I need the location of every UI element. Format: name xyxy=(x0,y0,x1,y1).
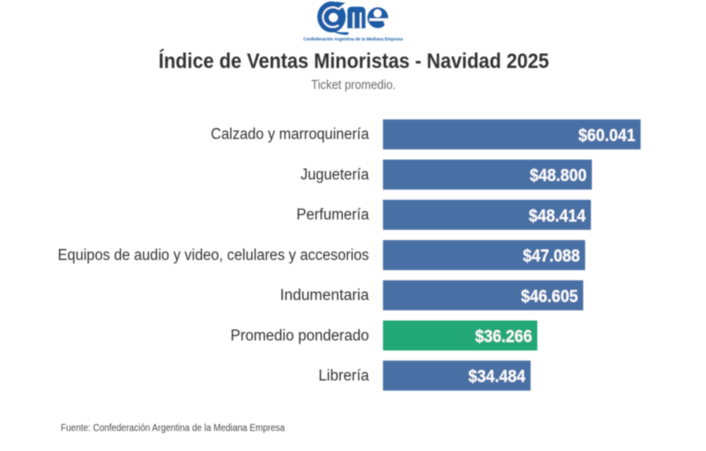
svg-text:Juguetería: Juguetería xyxy=(301,166,370,183)
svg-text:$60.041: $60.041 xyxy=(578,125,635,145)
svg-text:Perfumería: Perfumería xyxy=(297,207,370,224)
svg-text:$47.088: $47.088 xyxy=(523,246,580,266)
svg-text:Índice de Ventas Minoristas -: Índice de Ventas Minoristas - Navidad 20… xyxy=(159,50,550,73)
svg-text:Fuente: Confederación Argentin: Fuente: Confederación Argentina de la Me… xyxy=(61,423,285,434)
svg-text:Confederación Argentina de la: Confederación Argentina de la Mediana Em… xyxy=(303,36,403,41)
svg-text:Ticket promedio.: Ticket promedio. xyxy=(311,77,396,92)
svg-text:Calzado y marroquinería: Calzado y marroquinería xyxy=(211,126,370,143)
svg-text:Promedio ponderado: Promedio ponderado xyxy=(231,327,370,344)
svg-text:$48.414: $48.414 xyxy=(529,205,586,225)
svg-text:$34.484: $34.484 xyxy=(468,366,525,386)
svg-text:$36.266: $36.266 xyxy=(475,326,532,346)
svg-text:$46.605: $46.605 xyxy=(521,286,578,306)
svg-text:$48.800: $48.800 xyxy=(530,165,587,185)
svg-text:Equipos de audio y video, celu: Equipos de audio y video, celulares y ac… xyxy=(58,247,369,264)
svg-text:Indumentaria: Indumentaria xyxy=(280,287,369,304)
svg-text:Librería: Librería xyxy=(319,367,370,384)
